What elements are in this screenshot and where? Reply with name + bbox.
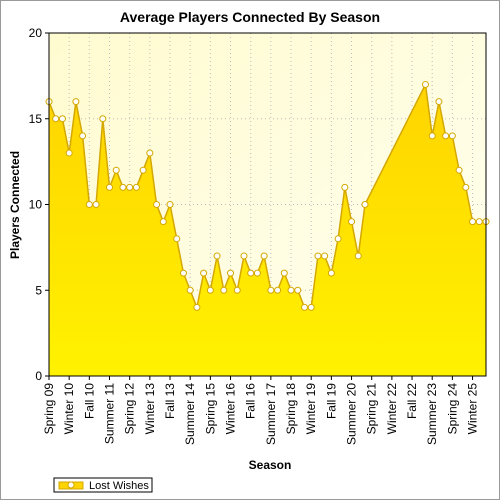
data-point xyxy=(179,269,187,277)
data-point xyxy=(173,235,181,243)
data-point xyxy=(475,218,483,226)
data-point xyxy=(469,218,477,226)
data-point xyxy=(361,201,369,208)
y-axis-label: Players Connected xyxy=(8,151,22,259)
data-point xyxy=(159,218,167,226)
x-tick-label: Summer 23 xyxy=(425,383,439,445)
x-tick-label: Fall 22 xyxy=(405,383,419,419)
data-point xyxy=(126,183,134,191)
data-point xyxy=(92,201,100,208)
legend-label: Lost Wishes xyxy=(89,480,149,492)
y-tick-label: 15 xyxy=(29,112,43,126)
x-tick-label: Winter 22 xyxy=(385,383,399,435)
x-tick-label: Summer 17 xyxy=(264,383,278,445)
x-tick-label: Fall 19 xyxy=(324,383,338,419)
data-point xyxy=(442,132,450,140)
data-point xyxy=(227,269,235,277)
data-point xyxy=(354,252,362,260)
x-tick-label: Winter 25 xyxy=(466,383,480,435)
data-point xyxy=(435,98,443,106)
data-point xyxy=(65,149,73,157)
data-point xyxy=(253,269,261,277)
data-point xyxy=(99,115,107,123)
data-point xyxy=(267,286,275,294)
x-tick-label: Fall 16 xyxy=(244,383,258,419)
data-point xyxy=(421,80,429,88)
x-tick-label: Spring 24 xyxy=(445,383,459,435)
data-point xyxy=(139,166,147,174)
x-tick-label: Spring 15 xyxy=(203,383,217,435)
legend-marker xyxy=(67,481,75,489)
data-point xyxy=(200,269,208,277)
data-point xyxy=(274,286,282,294)
x-axis-label: Season xyxy=(249,458,292,472)
data-point xyxy=(79,132,87,140)
x-tick-label: Summer 14 xyxy=(183,383,197,445)
x-tick-label: Winter 19 xyxy=(304,383,318,435)
data-point xyxy=(233,286,241,294)
data-point xyxy=(106,183,114,191)
data-point xyxy=(280,269,288,277)
y-axis: 0 5 10 15 20 xyxy=(29,26,49,383)
data-point xyxy=(300,303,308,311)
series-markers xyxy=(45,80,490,311)
data-point xyxy=(186,286,194,294)
x-tick-label: Winter 10 xyxy=(62,383,76,435)
data-point xyxy=(193,303,201,311)
data-point xyxy=(247,269,255,277)
data-point xyxy=(348,218,356,226)
data-point xyxy=(448,132,456,140)
data-point xyxy=(166,201,174,208)
data-point xyxy=(334,235,342,243)
data-point xyxy=(72,98,80,106)
data-point xyxy=(462,183,470,191)
x-tick-label: Winter 16 xyxy=(224,383,238,435)
data-point xyxy=(341,183,349,191)
data-point xyxy=(153,201,161,208)
data-point xyxy=(146,149,154,157)
chart-title: Average Players Connected By Season xyxy=(120,9,380,25)
data-point xyxy=(52,115,60,123)
x-tick-label: Spring 21 xyxy=(365,383,379,435)
y-tick-label: 10 xyxy=(29,198,43,212)
x-tick-label: Winter 13 xyxy=(143,383,157,435)
data-point xyxy=(85,201,93,208)
y-tick-label: 20 xyxy=(29,26,43,40)
plot-border xyxy=(48,32,487,377)
data-point xyxy=(321,252,329,260)
x-tick-label: Fall 13 xyxy=(163,383,177,419)
series-area xyxy=(49,84,486,376)
data-point xyxy=(455,166,463,174)
x-tick-label: Summer 11 xyxy=(103,383,117,444)
data-point xyxy=(294,286,302,294)
series-line xyxy=(48,81,486,311)
x-tick-label: Summer 20 xyxy=(345,383,359,445)
x-tick-label: Spring 18 xyxy=(284,383,298,435)
y-tick-label: 5 xyxy=(35,283,42,297)
x-tick-label: Spring 12 xyxy=(123,383,137,435)
data-point xyxy=(327,269,335,277)
data-point xyxy=(119,183,127,191)
data-point xyxy=(132,183,140,191)
data-point xyxy=(314,252,322,260)
data-point xyxy=(307,303,315,311)
data-point xyxy=(112,166,120,174)
data-point xyxy=(206,286,214,294)
data-point xyxy=(213,252,221,260)
data-point xyxy=(58,115,66,123)
data-point xyxy=(428,132,436,140)
x-tick-label: Fall 10 xyxy=(82,383,96,419)
data-point xyxy=(240,252,248,260)
data-point xyxy=(220,286,228,294)
legend: Lost Wishes xyxy=(53,477,153,493)
x-tick-label: Spring 09 xyxy=(42,383,56,435)
data-point xyxy=(260,252,268,260)
y-tick-label: 0 xyxy=(35,369,42,383)
x-axis: Spring 09 Winter 10 Fall 10 Summer 11 Spring… xyxy=(42,376,480,445)
data-point xyxy=(287,286,295,294)
